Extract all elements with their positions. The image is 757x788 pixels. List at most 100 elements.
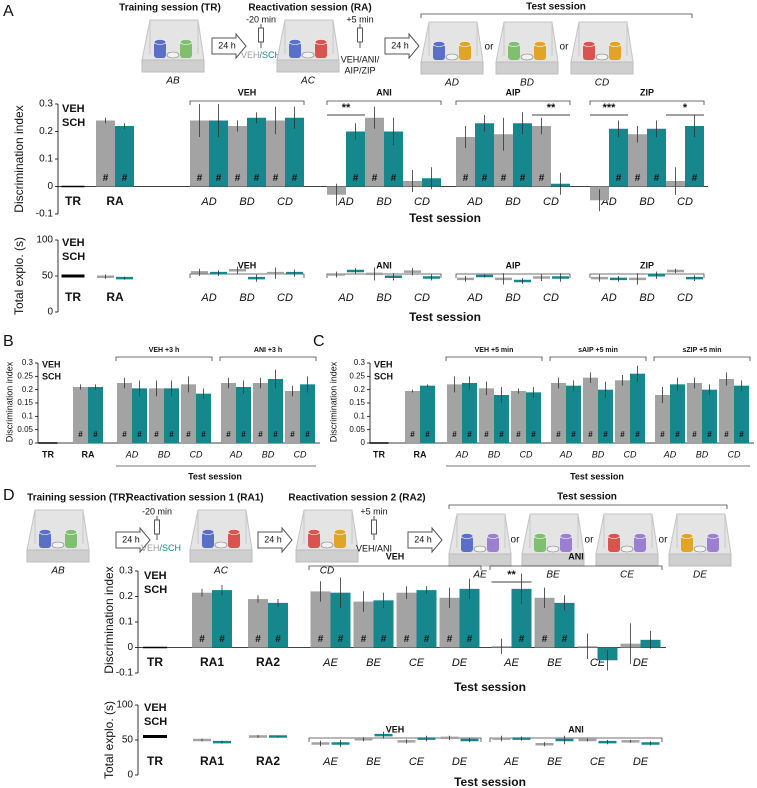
- bar: [647, 128, 666, 187]
- context-label: CE: [620, 570, 634, 581]
- x-axis-label: Test session: [454, 775, 526, 788]
- significance-marker: #: [539, 173, 545, 184]
- category-label: BD: [239, 292, 254, 304]
- bar: [330, 592, 351, 648]
- object: [308, 532, 320, 548]
- bracket: [308, 565, 482, 570]
- significance-marker: #: [425, 430, 430, 439]
- bracket: [189, 100, 305, 105]
- significance-marker: #: [241, 430, 246, 439]
- arena-floor: [668, 553, 732, 567]
- y-tick-label: 0.15: [349, 398, 365, 407]
- mouse: [546, 545, 560, 553]
- category-label: BD: [505, 292, 520, 304]
- category-label: BE: [547, 756, 562, 768]
- bar: [353, 601, 374, 648]
- bar: [164, 388, 179, 443]
- mouse: [214, 541, 228, 549]
- object: [289, 42, 301, 58]
- significance-marker: #: [635, 173, 641, 184]
- significance-marker: #: [660, 430, 665, 439]
- object: [534, 44, 546, 60]
- bracket: [455, 273, 571, 278]
- y-tick-label: -0.1: [116, 668, 134, 679]
- object-top: [432, 41, 446, 47]
- category-label: BD: [696, 449, 709, 459]
- object: [560, 536, 572, 552]
- bar: [396, 592, 417, 648]
- category-label: DE: [633, 657, 649, 669]
- mouse: [595, 53, 609, 61]
- session-title: Reactivation session 2 (RA2): [288, 493, 425, 504]
- significance-marker: #: [122, 173, 128, 184]
- object-top: [680, 533, 694, 539]
- object: [508, 44, 520, 60]
- bar: [598, 389, 613, 443]
- bar: [439, 597, 460, 648]
- bar: [384, 131, 403, 187]
- significance-marker: #: [424, 634, 430, 645]
- object: [39, 532, 51, 548]
- legend-label: VEH: [144, 570, 167, 582]
- significance-marker: #: [318, 634, 324, 645]
- category-label: AE: [322, 756, 338, 768]
- bar: [526, 392, 541, 443]
- arena-floor: [276, 59, 340, 73]
- delay-label: 24 h: [218, 40, 236, 50]
- category-label: AD: [663, 449, 677, 459]
- category-label: AD: [559, 449, 573, 459]
- y-tick-label: 0.05: [349, 425, 365, 434]
- y-tick-label: 0.3: [354, 358, 366, 367]
- arrow: [407, 526, 443, 554]
- significance-marker: #: [404, 634, 410, 645]
- arrow: [257, 526, 293, 554]
- x-axis-label: Test session: [409, 310, 481, 324]
- category-label: CD: [414, 292, 430, 304]
- y-tick-label: 0: [29, 438, 34, 447]
- category-label: RA2: [256, 754, 280, 768]
- bar: [132, 388, 147, 443]
- delay-label: 24 h: [414, 534, 432, 544]
- category-label: AD: [337, 196, 353, 208]
- bar: [475, 123, 494, 187]
- category-label: CD: [677, 292, 693, 304]
- bar: [365, 117, 384, 187]
- significance-marker: #: [447, 634, 453, 645]
- y-tick-label: 0: [47, 181, 53, 192]
- significance: **: [342, 102, 351, 114]
- group-label: VEH +3 h: [149, 347, 180, 354]
- arena-floor: [448, 553, 512, 567]
- y-tick-label: 0.25: [349, 371, 365, 380]
- time-label: +5 min: [346, 14, 373, 24]
- bar: [583, 377, 598, 443]
- treatment-part: /SCH: [160, 543, 182, 553]
- delay-label: 24 h: [122, 534, 140, 544]
- category-label: BE: [366, 756, 381, 768]
- object: [334, 532, 346, 548]
- y-tick-label: 0.3: [22, 358, 34, 367]
- bar: [447, 384, 462, 443]
- significance-marker: #: [499, 430, 504, 439]
- category-label: CD: [294, 449, 307, 459]
- object-top: [486, 533, 500, 539]
- bar: [630, 373, 645, 443]
- category-label: CD: [277, 292, 293, 304]
- object-top: [559, 533, 573, 539]
- mouse: [445, 53, 459, 61]
- category-label: TR: [147, 754, 163, 768]
- syringe: [357, 27, 363, 43]
- bar: [212, 590, 232, 648]
- bar: [511, 391, 526, 443]
- category-label: CE: [409, 756, 425, 768]
- group-label: ANI +3 h: [254, 347, 282, 354]
- treatment-label: VEH/ANI: [356, 543, 392, 553]
- arena: [26, 509, 90, 563]
- significance-marker: #: [588, 430, 593, 439]
- category-label: RA: [106, 194, 124, 208]
- legend-label: SCH: [144, 584, 167, 596]
- significance-marker: #: [692, 173, 698, 184]
- category-label: AD: [455, 449, 469, 459]
- significance-marker: #: [122, 430, 127, 439]
- arena-floor: [295, 549, 359, 563]
- significance-marker: #: [675, 430, 680, 439]
